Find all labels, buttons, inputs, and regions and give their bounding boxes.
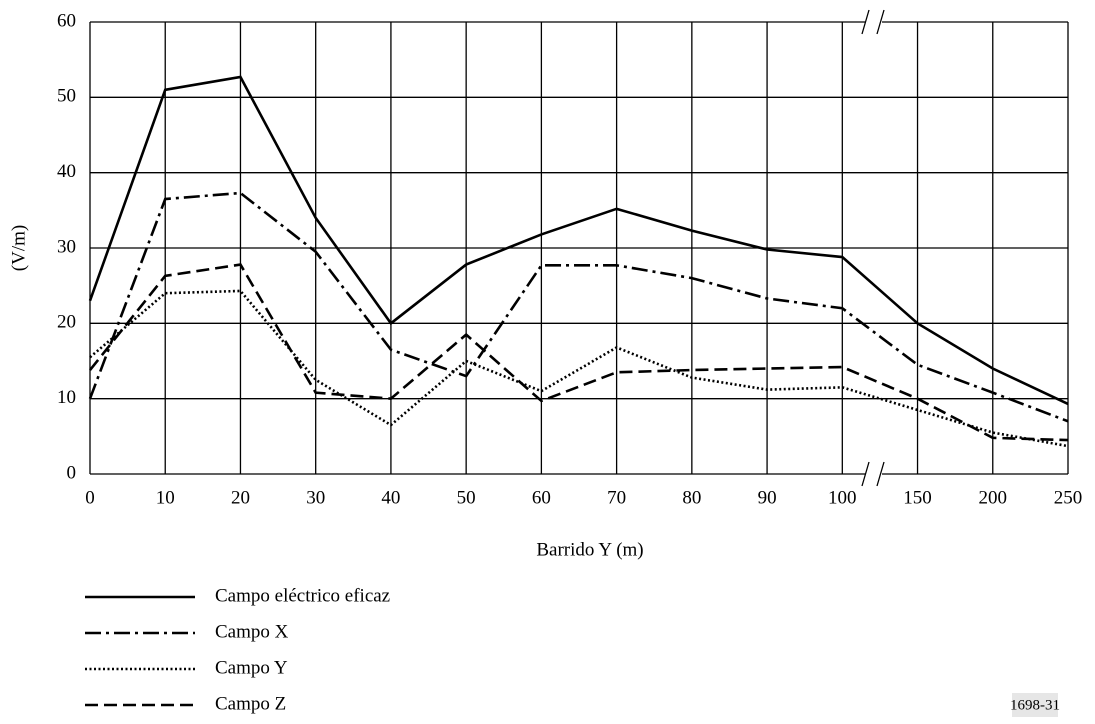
series-line [88,263,1069,442]
y-tick-label: 40 [57,161,76,182]
x-tick-label: 40 [381,487,400,508]
x-tick-label: 150 [903,487,932,508]
legend-label: Campo Z [215,693,286,714]
x-tick-label: 30 [306,487,325,508]
series-line [89,289,1069,448]
x-tick-label: 250 [1054,487,1083,508]
y-tick-label: 30 [57,236,76,257]
x-tick-label: 200 [979,487,1008,508]
figure-id: 1698-31 [1010,697,1060,713]
y-axis-label: (V/m) [8,225,29,271]
legend-label: Campo X [215,621,289,642]
x-tick-label: 50 [457,487,476,508]
x-tick-label: 100 [828,487,857,508]
axis-break [876,9,885,35]
axis-break-gap [866,471,882,477]
x-axis-label: Barrido Y (m) [536,539,643,560]
x-tick-label: 80 [682,487,701,508]
x-tick-label: 20 [231,487,250,508]
x-tick-label: 10 [156,487,175,508]
x-tick-label: 0 [85,487,95,508]
series-line [88,191,1069,423]
x-tick-label: 90 [758,487,777,508]
legend-label: Campo eléctrico eficaz [215,585,390,606]
y-tick-label: 50 [57,86,76,107]
axis-break-gap [866,19,882,25]
figure-id-box [1012,693,1058,717]
series-line [88,75,1069,406]
x-tick-label: 70 [607,487,626,508]
legend-label: Campo Y [215,657,288,678]
y-tick-label: 0 [67,462,77,483]
x-tick-label: 60 [532,487,551,508]
axis-break [861,461,870,487]
y-tick-label: 10 [57,387,76,408]
axis-break [876,461,885,487]
y-tick-label: 60 [57,10,76,31]
axis-break [861,9,870,35]
y-tick-label: 20 [57,312,76,333]
